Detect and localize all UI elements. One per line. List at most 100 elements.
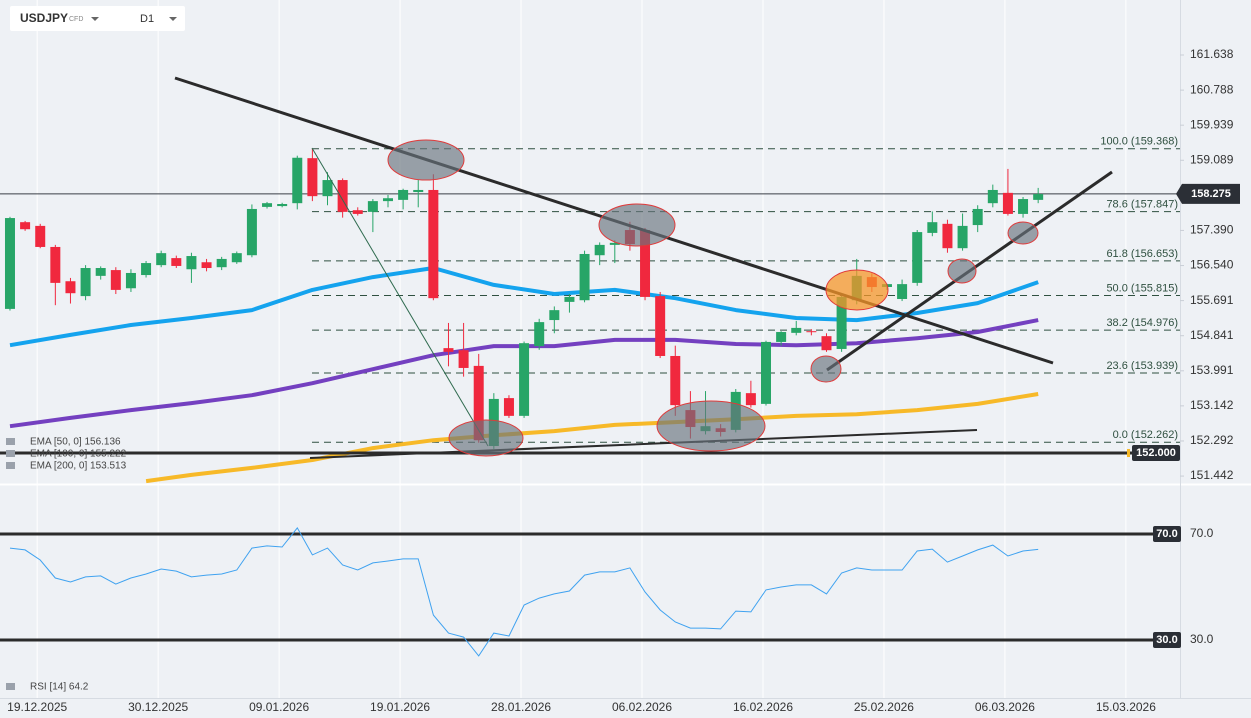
candle-body xyxy=(141,263,152,276)
x-tick-label: 19.12.2025 xyxy=(7,700,67,714)
x-tick-label: 28.01.2026 xyxy=(491,700,551,714)
candle-body xyxy=(352,210,363,214)
grid: 161.638 160.788 159.939 159.089 157.390 156.5… xyxy=(7,0,1234,714)
candle-body xyxy=(231,253,242,263)
x-tick-label: 06.03.2026 xyxy=(975,700,1035,714)
price-tag-arrow xyxy=(1176,183,1240,204)
dropdown-caret[interactable] xyxy=(91,17,99,21)
candle-body xyxy=(1018,199,1029,214)
highlight xyxy=(656,400,766,452)
y-tick-label: 153.142 xyxy=(1190,398,1234,412)
candle-body xyxy=(367,201,378,212)
legend-text: EMA [50, 0] 156.136 xyxy=(30,437,121,448)
x-tick-label: 30.12.2025 xyxy=(128,700,188,714)
candle-body xyxy=(927,222,938,233)
candle-body xyxy=(382,198,393,202)
symbol-box[interactable]: USDJPY CFD D1 xyxy=(10,6,185,31)
y-tick-label: 160.788 xyxy=(1190,82,1234,96)
x-tick-label: 16.02.2026 xyxy=(733,700,793,714)
rsi-line xyxy=(9,527,1039,657)
candle-body xyxy=(292,157,303,204)
candle-body xyxy=(95,268,106,276)
y-tick-label: 156.540 xyxy=(1190,258,1234,272)
candle-body xyxy=(428,189,439,299)
x-tick-label: 15.03.2026 xyxy=(1096,700,1156,714)
y-tick-label: 30.0 xyxy=(1190,632,1214,646)
candle-body xyxy=(534,322,545,347)
candle-body xyxy=(745,393,756,406)
highlight xyxy=(947,258,977,284)
candle-body xyxy=(246,208,257,256)
candle-body xyxy=(125,272,136,289)
y-tick-label: 70.0 xyxy=(1190,526,1214,540)
level-marker xyxy=(1127,449,1130,458)
legend-icon xyxy=(6,438,15,445)
candle-body xyxy=(791,327,802,333)
candle-body xyxy=(564,296,575,302)
ema-line xyxy=(145,392,1039,484)
fib-diagonal xyxy=(311,147,489,447)
x-tick-label: 06.02.2026 xyxy=(612,700,672,714)
candle-body xyxy=(337,180,348,212)
candle-body xyxy=(443,348,454,352)
legend-text: RSI [14] 64.2 xyxy=(30,682,89,693)
candle-body xyxy=(912,232,923,283)
price-tag-bg xyxy=(1153,526,1181,543)
candle-body xyxy=(398,189,409,200)
candle-body xyxy=(594,244,605,256)
candle-body xyxy=(776,332,787,342)
legend-text: EMA [200, 0] 153.513 xyxy=(30,461,127,472)
y-tick-label: 159.939 xyxy=(1190,117,1234,131)
candle-body xyxy=(503,398,514,416)
highlight xyxy=(448,419,524,457)
candle-body xyxy=(473,365,484,441)
y-tick-label: 151.442 xyxy=(1190,468,1234,482)
price-tag: 158.275 xyxy=(1191,188,1231,200)
ema-line xyxy=(9,266,1039,348)
fib-label: 23.6 (153.939) xyxy=(1106,360,1178,372)
highlight xyxy=(810,355,842,383)
legend-item: EMA [100, 0] 155.222 xyxy=(6,449,127,460)
candle-body xyxy=(186,256,197,270)
candle-body xyxy=(1033,194,1044,200)
y-tick-label: 155.691 xyxy=(1190,293,1234,307)
candle-body xyxy=(65,281,76,294)
highlight xyxy=(387,139,465,181)
candle-body xyxy=(156,253,167,266)
legend-text: EMA [100, 0] 155.222 xyxy=(30,449,127,460)
timeframe[interactable]: D1 xyxy=(140,13,154,25)
fib-label: 38.2 (154.976) xyxy=(1106,317,1178,329)
highlight xyxy=(1007,221,1039,245)
price-tag-bg xyxy=(1132,445,1180,462)
candle-body xyxy=(458,350,469,368)
candle-body xyxy=(609,242,620,245)
x-tick-label: 19.01.2026 xyxy=(370,700,430,714)
y-tick-label: 159.089 xyxy=(1190,152,1234,166)
candle-body xyxy=(821,336,832,351)
legend-item: EMA [200, 0] 153.513 xyxy=(6,461,127,472)
candle-body xyxy=(277,204,288,207)
highlight xyxy=(598,203,676,247)
candle-body xyxy=(549,310,560,321)
candle-body xyxy=(322,180,333,197)
price-tag-bg xyxy=(1153,631,1181,648)
candle-body xyxy=(519,343,530,416)
candle-body xyxy=(110,270,121,290)
candle-body xyxy=(20,222,31,230)
candle-body xyxy=(579,253,590,301)
y-tick-label: 153.991 xyxy=(1190,363,1234,377)
candle-body xyxy=(897,284,908,299)
trendline xyxy=(309,429,978,459)
candle-body xyxy=(4,218,15,309)
price-tag: 152.000 xyxy=(1136,447,1176,459)
fib-label: 100.0 (159.368) xyxy=(1100,136,1178,148)
candle-body xyxy=(171,258,182,266)
dropdown-caret[interactable] xyxy=(169,17,177,21)
y-tick-label: 161.638 xyxy=(1190,47,1234,61)
x-tick-label: 25.02.2026 xyxy=(854,700,914,714)
candle-body xyxy=(670,355,681,406)
